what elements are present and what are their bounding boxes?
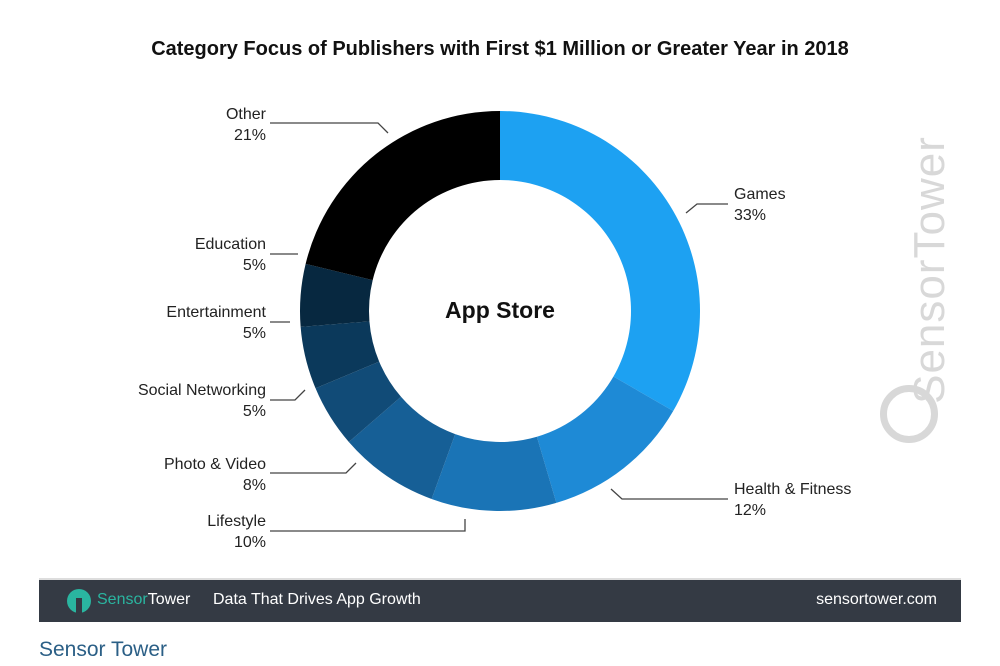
label-health-fitness: Health & Fitness 12%: [734, 481, 852, 519]
slice-lifestyle: [431, 434, 557, 512]
label-entertainment: Entertainment 5%: [166, 304, 266, 342]
leader-line-social: [270, 389, 306, 401]
footer-url: sensortower.com: [816, 591, 937, 608]
label-games: Games 33%: [734, 186, 786, 224]
slice-social-networking: [315, 361, 401, 442]
watermark-logo-icon: [880, 385, 938, 443]
footer-tagline: Data That Drives App Growth: [213, 591, 421, 608]
slice-games: [500, 111, 700, 411]
slice-entertainment: [300, 321, 380, 389]
sensortower-logo-icon: [67, 589, 91, 613]
label-other: Other 21%: [225, 106, 266, 144]
slice-photo-video: [348, 396, 456, 499]
leader-line-games: [685, 203, 728, 214]
label-education: Education 5%: [194, 236, 266, 274]
leader-line-other: [270, 122, 389, 134]
source-link[interactable]: Sensor Tower: [39, 638, 168, 661]
center-label: App Store: [445, 297, 555, 323]
label-social-networking: Social Networking 5%: [137, 382, 266, 420]
watermark-text: SensorTower: [905, 136, 954, 404]
leader-line-health: [610, 488, 728, 500]
label-lifestyle: Lifestyle 10%: [207, 513, 266, 551]
leader-line-lifestyle: [270, 519, 466, 532]
slice-education: [300, 263, 373, 327]
chart-title: Category Focus of Publishers with First …: [151, 38, 849, 60]
slice-other: [305, 111, 500, 281]
footer-banner: SensorTower Data That Drives App Growth …: [39, 578, 961, 622]
slice-health-fitness: [536, 376, 674, 503]
footer-brand: SensorTower: [97, 591, 191, 608]
label-photo-video: Photo & Video 8%: [163, 456, 266, 494]
leader-line-photo: [270, 462, 357, 474]
